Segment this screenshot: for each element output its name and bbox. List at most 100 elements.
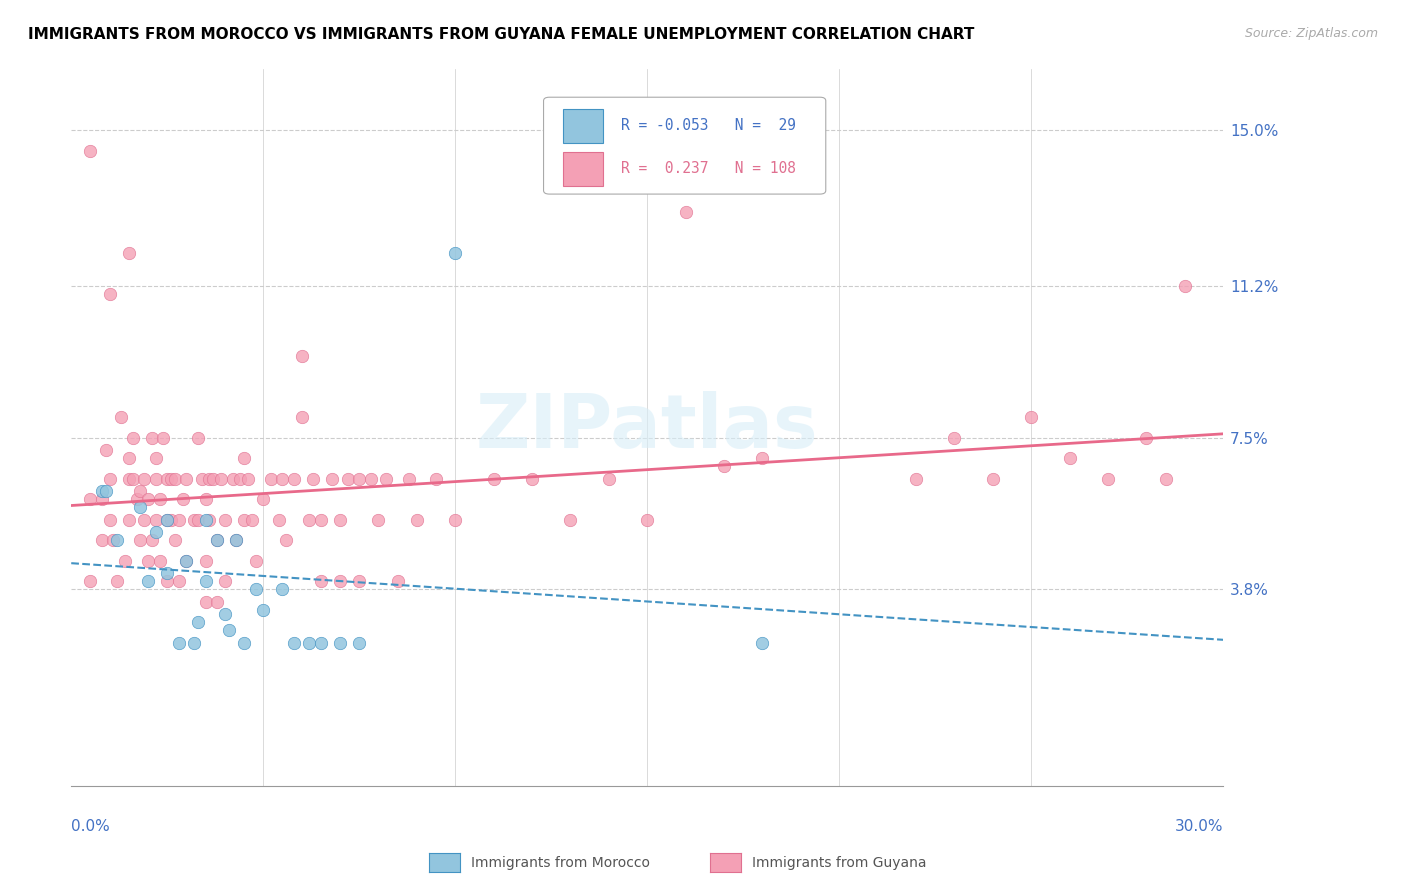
Point xyxy=(751,450,773,465)
Point xyxy=(221,471,243,485)
Point xyxy=(225,533,247,547)
Point xyxy=(233,512,256,526)
Point xyxy=(636,512,658,526)
Point xyxy=(214,574,236,588)
Point xyxy=(444,246,467,260)
Point xyxy=(187,430,209,444)
Point xyxy=(98,287,121,301)
Bar xyxy=(564,152,603,186)
Point xyxy=(252,491,274,506)
Point xyxy=(298,512,321,526)
Point xyxy=(136,491,159,506)
Point xyxy=(145,524,167,539)
Point xyxy=(283,635,305,649)
Point xyxy=(172,491,194,506)
Point xyxy=(1174,278,1197,293)
Point xyxy=(291,410,314,425)
Point xyxy=(347,471,370,485)
Point xyxy=(152,430,174,444)
Point xyxy=(91,491,114,506)
Text: Source: ZipAtlas.com: Source: ZipAtlas.com xyxy=(1244,27,1378,40)
Point xyxy=(271,471,294,485)
Point xyxy=(156,566,179,580)
Point xyxy=(136,574,159,588)
Text: R =  0.237   N = 108: R = 0.237 N = 108 xyxy=(620,161,796,177)
Text: R = -0.053   N =  29: R = -0.053 N = 29 xyxy=(620,119,796,134)
Point xyxy=(233,635,256,649)
Point xyxy=(163,533,186,547)
Point xyxy=(167,574,190,588)
Point xyxy=(118,450,141,465)
Point xyxy=(79,491,101,506)
Point xyxy=(214,512,236,526)
Point xyxy=(114,553,136,567)
Point xyxy=(245,582,267,597)
Point xyxy=(482,471,505,485)
Text: Immigrants from Guyana: Immigrants from Guyana xyxy=(752,855,927,870)
Point xyxy=(160,512,183,526)
Point xyxy=(375,471,398,485)
Point xyxy=(1019,410,1042,425)
Point xyxy=(79,144,101,158)
Text: 30.0%: 30.0% xyxy=(1174,819,1223,834)
Point xyxy=(176,553,198,567)
Point xyxy=(91,533,114,547)
Point xyxy=(202,471,225,485)
Point xyxy=(233,450,256,465)
Point xyxy=(105,533,128,547)
Point xyxy=(360,471,382,485)
Point xyxy=(252,603,274,617)
Point xyxy=(118,246,141,260)
Point xyxy=(194,512,217,526)
Point xyxy=(236,471,259,485)
Point xyxy=(713,459,735,474)
Point xyxy=(398,471,420,485)
Point xyxy=(148,553,170,567)
Point xyxy=(225,533,247,547)
Point xyxy=(145,512,167,526)
Point xyxy=(387,574,409,588)
Point xyxy=(267,512,290,526)
Point xyxy=(1059,450,1081,465)
Point xyxy=(198,512,221,526)
Point xyxy=(145,450,167,465)
Point xyxy=(156,512,179,526)
Point xyxy=(444,512,467,526)
Point xyxy=(125,491,148,506)
Point xyxy=(981,471,1004,485)
Point xyxy=(176,471,198,485)
Point xyxy=(209,471,232,485)
Text: Immigrants from Morocco: Immigrants from Morocco xyxy=(471,855,650,870)
Point xyxy=(1097,471,1119,485)
Point xyxy=(145,471,167,485)
Point xyxy=(405,512,427,526)
Point xyxy=(347,574,370,588)
Point xyxy=(218,624,240,638)
Point xyxy=(141,533,163,547)
Point xyxy=(520,471,543,485)
Point xyxy=(291,349,314,363)
Point xyxy=(156,471,179,485)
Point xyxy=(198,471,221,485)
Point xyxy=(98,512,121,526)
Point xyxy=(148,491,170,506)
Point xyxy=(205,533,228,547)
Point xyxy=(94,483,117,498)
Point xyxy=(276,533,298,547)
Point xyxy=(94,442,117,457)
Point xyxy=(183,512,205,526)
Point xyxy=(103,533,125,547)
Point xyxy=(560,512,582,526)
Point xyxy=(141,430,163,444)
Point xyxy=(156,574,179,588)
Point xyxy=(214,607,236,621)
Point xyxy=(336,471,359,485)
Point xyxy=(194,574,217,588)
Point xyxy=(283,471,305,485)
Point xyxy=(183,635,205,649)
Point xyxy=(675,205,697,219)
Point xyxy=(91,483,114,498)
Point xyxy=(98,471,121,485)
Text: ZIPatlas: ZIPatlas xyxy=(475,391,818,464)
Point xyxy=(191,471,214,485)
